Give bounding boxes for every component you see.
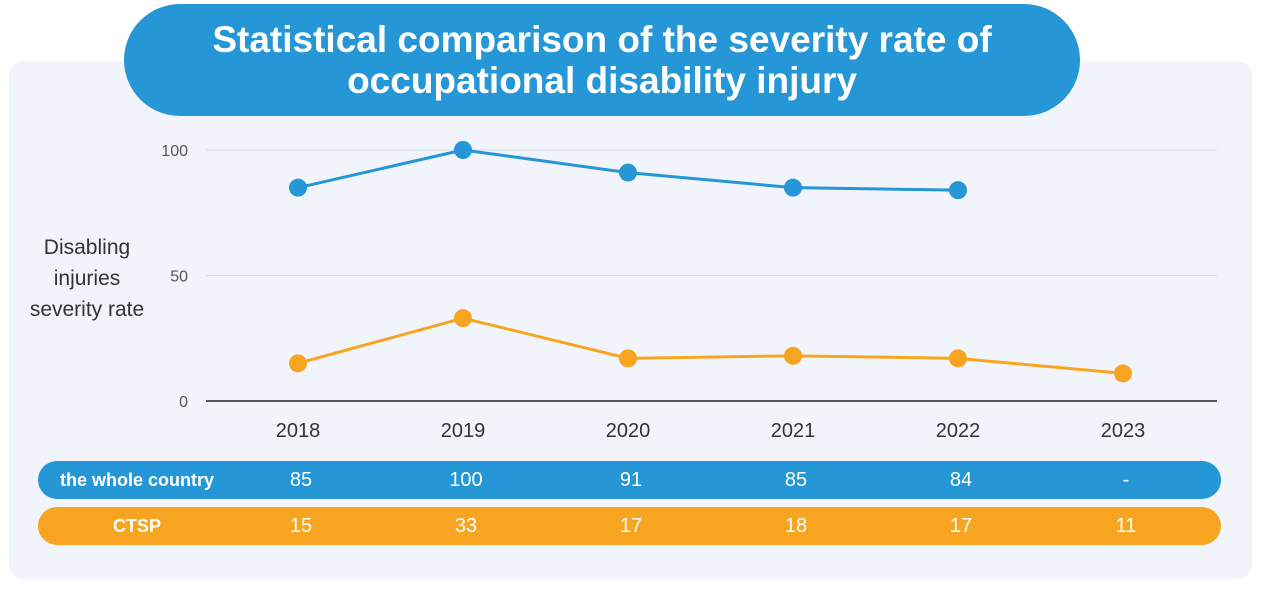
data-point	[619, 349, 637, 368]
y-tick-label: 100	[161, 143, 188, 160]
data-point	[619, 163, 637, 182]
data-point	[949, 349, 967, 368]
y-tick-label: 0	[179, 394, 188, 411]
data-point	[289, 354, 307, 373]
x-tick-label: 2018	[276, 420, 321, 442]
row-label-ctsp: CTSP	[112, 516, 161, 536]
table-cell: -	[1122, 469, 1130, 491]
x-tick-label: 2019	[441, 420, 486, 442]
x-tick-label: 2020	[606, 420, 651, 442]
table-cell: 84	[949, 469, 973, 491]
table-row-ctsp: CTSP 15 33 17 18 17 11	[38, 507, 1221, 545]
data-point	[454, 309, 472, 328]
data-point	[1114, 364, 1132, 383]
table-cell: 85	[784, 469, 808, 491]
x-tick-label: 2023	[1101, 420, 1146, 442]
row-label-whole-country: the whole country	[59, 470, 214, 490]
table-cell: 91	[619, 469, 643, 491]
y-tick-label: 50	[170, 269, 188, 286]
data-point	[784, 178, 802, 197]
table-cell: 33	[454, 515, 478, 537]
data-point	[454, 141, 472, 159]
data-point	[289, 178, 307, 197]
data-point	[784, 346, 802, 365]
x-tick-label: 2021	[771, 420, 816, 442]
table-row-whole-country: the whole country 85 100 91 85 84 -	[38, 461, 1221, 499]
table-cell: 15	[289, 515, 313, 537]
table-cell: 18	[784, 515, 808, 537]
series-line-ctsp	[297, 316, 1124, 375]
table-cell: 17	[619, 515, 643, 537]
data-point	[949, 181, 967, 200]
y-axis-label: Disabling injuries severity rate	[29, 236, 145, 321]
table-cell: 11	[1115, 515, 1137, 537]
table-cell: 85	[289, 469, 313, 491]
table-cell: 17	[949, 515, 973, 537]
chart-title: Statistical comparison of the severity r…	[124, 4, 1080, 116]
x-tick-label: 2022	[936, 420, 981, 442]
table-cell: 100	[449, 469, 483, 491]
